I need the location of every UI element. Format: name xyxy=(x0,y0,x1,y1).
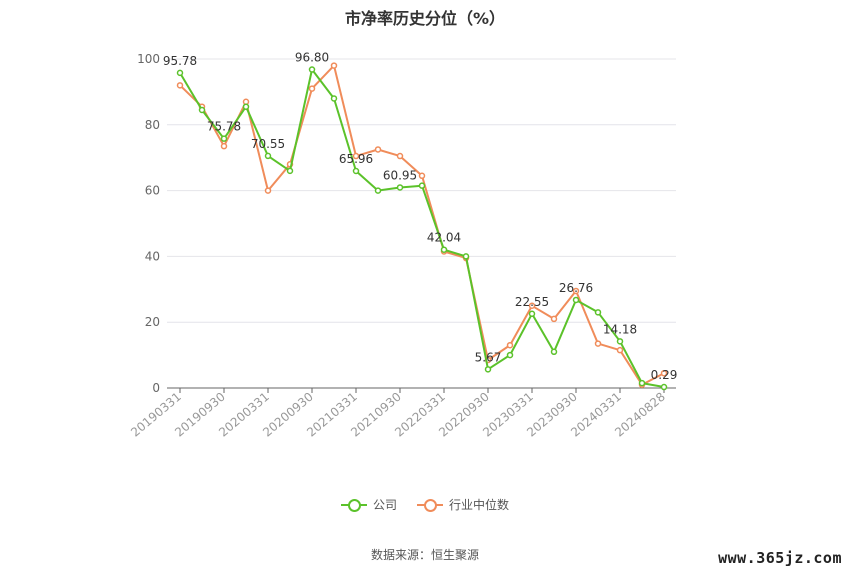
data-label: 14.18 xyxy=(603,322,637,336)
company-point xyxy=(616,338,624,345)
y-tick-label: 100 xyxy=(137,52,160,66)
chart-title: 市净率历史分位（%） xyxy=(344,9,506,28)
series-line-company xyxy=(179,68,665,388)
company-point xyxy=(550,348,558,356)
company-point xyxy=(528,310,536,318)
data-label: 75.78 xyxy=(207,120,241,134)
company-point xyxy=(506,351,514,359)
series-line-industry-median xyxy=(179,64,665,386)
company-point xyxy=(638,379,646,387)
data-label: 70.55 xyxy=(251,137,285,151)
industry-median-point xyxy=(396,152,404,160)
company-point xyxy=(440,246,448,253)
legend-company-label: 公司 xyxy=(372,498,397,512)
industry-median-point xyxy=(352,152,360,160)
company-point xyxy=(220,135,228,142)
y-tick-label: 60 xyxy=(145,184,160,198)
industry-median-point xyxy=(374,146,382,153)
industry-median-point xyxy=(528,302,536,309)
legend-item-company[interactable]: 公司 xyxy=(340,496,397,513)
y-tick-label: 40 xyxy=(145,249,160,263)
industry-median-point xyxy=(594,340,602,347)
company-point xyxy=(594,309,602,316)
legend-industry-median-marker xyxy=(417,498,443,512)
data-label: 65.96 xyxy=(339,152,373,166)
data-label-layer: 95.78 75.78 70.55 96.80 65.96 60.95 42.04 5.67 2… xyxy=(163,51,678,383)
data-label: 5.67 xyxy=(475,350,502,364)
industry-median-point xyxy=(264,187,272,194)
company-point xyxy=(286,167,294,175)
data-label: 42.04 xyxy=(427,231,461,245)
industry-median-point xyxy=(308,85,316,92)
company-point xyxy=(396,184,404,191)
company-point xyxy=(198,106,206,114)
grid-layer xyxy=(167,58,676,323)
series-layer xyxy=(176,62,668,391)
legend-item-industry-median[interactable]: 行业中位数 xyxy=(417,496,509,513)
axis-layer: 0204060801002019033120190930202003312020… xyxy=(128,52,676,440)
y-tick-label: 0 xyxy=(152,381,160,395)
data-label: 96.80 xyxy=(295,51,329,65)
y-tick-label: 20 xyxy=(145,315,160,329)
legend-company-marker xyxy=(340,498,367,512)
data-label: 95.78 xyxy=(163,54,197,68)
industry-median-point xyxy=(550,315,558,323)
watermark: www.365jz.com xyxy=(718,549,842,567)
industry-median-point xyxy=(176,82,184,89)
company-point xyxy=(462,253,470,260)
data-label: 22.55 xyxy=(515,295,549,309)
data-label: 0.29 xyxy=(651,368,678,382)
industry-median-point xyxy=(572,287,580,295)
industry-median-point xyxy=(616,346,624,354)
industry-median-point xyxy=(506,341,514,349)
company-point xyxy=(176,69,184,77)
industry-median-point xyxy=(660,369,668,377)
data-label: 26.76 xyxy=(559,281,593,295)
legend-industry-median-label: 行业中位数 xyxy=(449,498,510,512)
company-point xyxy=(418,182,426,189)
company-point xyxy=(374,187,382,194)
source-note: 数据来源：恒生聚源 xyxy=(370,548,479,562)
company-point xyxy=(484,366,492,373)
y-tick-label: 80 xyxy=(145,118,160,132)
industry-median-point xyxy=(220,142,228,150)
company-point xyxy=(330,95,338,102)
company-point xyxy=(572,296,580,304)
company-point xyxy=(242,103,250,110)
legend: 公司 行业中位数 xyxy=(0,496,850,513)
company-point xyxy=(308,66,316,73)
industry-median-point xyxy=(330,62,338,69)
company-point xyxy=(352,167,360,175)
industry-median-point xyxy=(418,172,426,180)
data-label: 60.95 xyxy=(383,168,417,182)
company-point xyxy=(264,152,272,160)
company-point xyxy=(660,383,668,391)
